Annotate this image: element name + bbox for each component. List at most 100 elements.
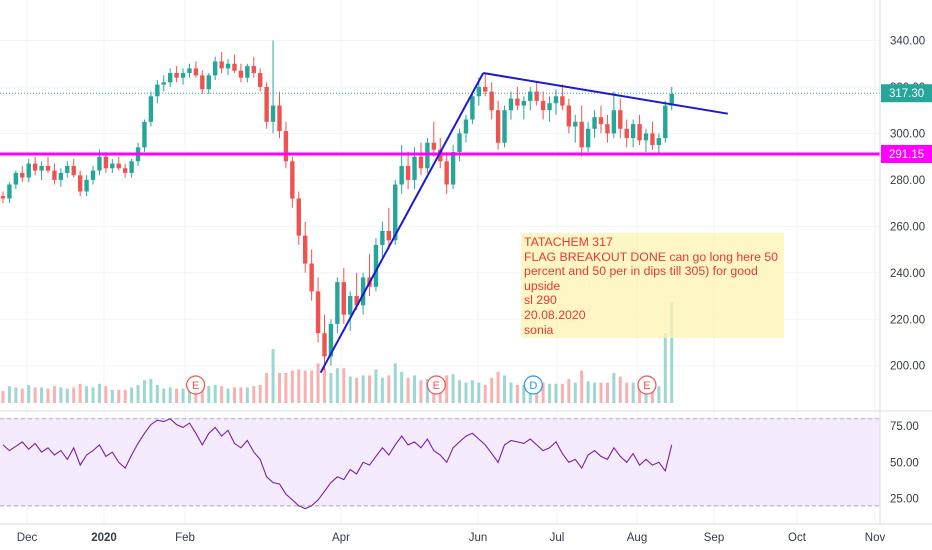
volume-bar xyxy=(194,388,198,403)
volume-bar xyxy=(393,363,397,403)
candle xyxy=(335,282,340,324)
candle xyxy=(515,98,520,106)
candle xyxy=(103,156,109,169)
volume-bar xyxy=(638,381,642,403)
candle xyxy=(322,333,327,357)
candle xyxy=(219,61,224,69)
volume-bar xyxy=(419,380,423,403)
volume-bar xyxy=(612,373,616,403)
volume-bar xyxy=(400,371,404,403)
volume-bar xyxy=(40,387,44,403)
volume-bar xyxy=(290,370,294,403)
candle xyxy=(258,73,263,87)
volume-bar xyxy=(535,385,539,403)
volume-bar xyxy=(110,389,114,403)
volume-bar xyxy=(406,377,410,403)
volume-bar xyxy=(445,375,449,403)
volume-bar xyxy=(490,377,494,403)
candle xyxy=(303,235,308,264)
candle xyxy=(296,198,301,236)
candle xyxy=(58,172,64,180)
candle xyxy=(174,73,179,78)
volume-bar xyxy=(548,383,552,403)
candle xyxy=(418,156,424,169)
volume-bar xyxy=(117,389,121,403)
time-tick-label: Oct xyxy=(788,532,807,544)
candle xyxy=(200,75,205,90)
candle xyxy=(412,156,417,180)
candle xyxy=(624,128,629,139)
volume-bar xyxy=(503,375,507,403)
volume-bar xyxy=(181,388,185,403)
volume-bar xyxy=(580,370,584,403)
time-tick-label: Sep xyxy=(704,532,724,544)
candle xyxy=(643,133,649,141)
candle xyxy=(238,70,244,78)
candle xyxy=(450,152,456,185)
candle xyxy=(7,184,12,199)
candle xyxy=(277,105,282,132)
candle xyxy=(309,263,314,292)
volume-bar xyxy=(175,388,179,403)
time-tick-label: Jun xyxy=(469,532,488,544)
candle xyxy=(547,103,552,111)
volume-bar xyxy=(104,386,108,403)
volume-bar xyxy=(130,387,134,403)
candle xyxy=(521,100,527,106)
volume-bar xyxy=(451,374,455,403)
volume-bar xyxy=(232,387,236,403)
volume-bar xyxy=(625,382,629,403)
earnings-marker: E xyxy=(637,375,657,395)
candle xyxy=(528,91,533,101)
candle xyxy=(560,96,565,106)
volume-bar xyxy=(59,387,63,403)
candle xyxy=(26,163,31,178)
volume-bar xyxy=(670,302,674,403)
volume-bar xyxy=(586,381,590,403)
volume-bar xyxy=(477,382,481,403)
marker-circle xyxy=(637,375,657,395)
price-tick-label: 300.00 xyxy=(890,128,925,140)
volume-bar xyxy=(567,379,571,403)
candle xyxy=(663,105,668,139)
candle xyxy=(315,291,321,334)
volume-bar xyxy=(663,333,667,403)
candle xyxy=(65,165,70,173)
dividend-marker: D xyxy=(523,375,543,395)
volume-bar xyxy=(33,387,37,403)
note-line: percent and 50 per in dips till 305) for… xyxy=(524,264,758,279)
volume-bar xyxy=(483,385,487,403)
candle xyxy=(110,163,115,169)
candle xyxy=(155,84,160,97)
candle xyxy=(20,172,25,178)
note-line: upside xyxy=(524,278,561,293)
candle xyxy=(341,282,346,315)
volume-bar xyxy=(316,363,320,403)
candle xyxy=(71,165,76,176)
note-line: TATACHEM 317 xyxy=(524,235,613,249)
volume-bar xyxy=(387,375,391,403)
volume-bar xyxy=(355,377,359,403)
candle xyxy=(90,170,96,180)
candle xyxy=(348,296,353,315)
volume-bar xyxy=(277,373,281,403)
marker-circle xyxy=(523,375,543,395)
candle xyxy=(45,165,51,171)
volume-bar xyxy=(657,386,661,403)
volume-bar xyxy=(374,369,378,403)
volume-bar xyxy=(573,382,577,403)
volume-bar xyxy=(245,387,249,403)
time-tick-label: 2020 xyxy=(91,532,117,544)
price-tick-label: 340.00 xyxy=(890,36,925,48)
volume-bar xyxy=(599,382,603,403)
candle xyxy=(167,73,173,83)
candle xyxy=(225,63,231,69)
candle xyxy=(290,161,295,199)
note-line: sl 290 xyxy=(524,293,557,308)
earnings-marker: E xyxy=(426,375,446,395)
volume-bar xyxy=(342,368,346,403)
candle xyxy=(463,119,469,134)
volume-bar xyxy=(425,379,429,403)
candle xyxy=(245,66,250,78)
candle xyxy=(611,110,617,134)
